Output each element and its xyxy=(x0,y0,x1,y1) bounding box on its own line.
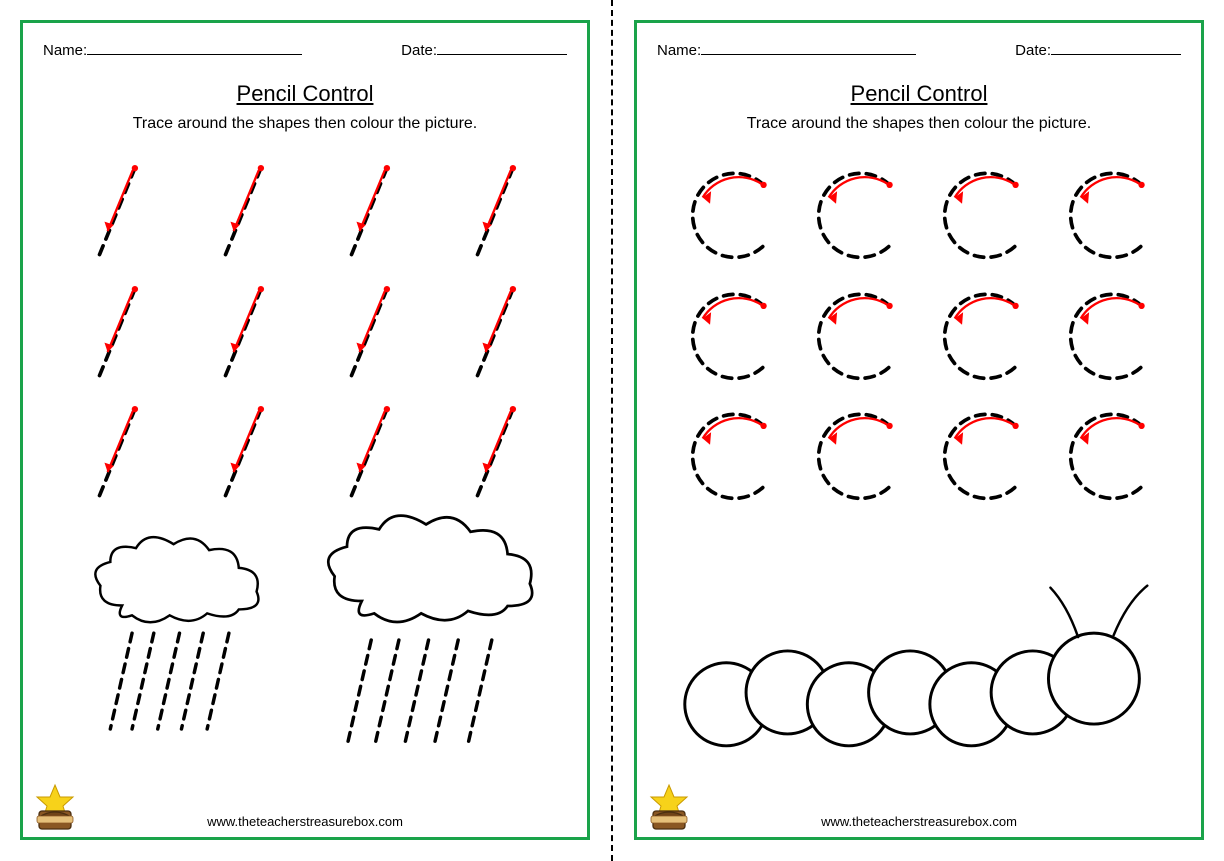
trace-shape-diagonal xyxy=(179,394,305,515)
date-blank xyxy=(1051,41,1181,55)
name-field: Name: xyxy=(43,41,302,59)
header-row: Name: Date: xyxy=(43,41,567,59)
trace-shape-diagonal xyxy=(431,153,557,274)
name-blank xyxy=(87,41,302,55)
date-field: Date: xyxy=(401,41,567,59)
footer-url: www.theteacherstreasurebox.com xyxy=(23,814,587,829)
footer-url: www.theteacherstreasurebox.com xyxy=(637,814,1201,829)
trace-shape-c-arc xyxy=(793,274,919,395)
page-title: Pencil Control xyxy=(23,81,587,107)
trace-grid-left xyxy=(53,153,557,493)
trace-shape-diagonal xyxy=(305,394,431,515)
trace-shape-c-arc xyxy=(793,394,919,515)
date-label: Date: xyxy=(1015,42,1051,59)
trace-shape-diagonal xyxy=(53,394,179,515)
name-label: Name: xyxy=(43,42,87,59)
trace-shape-diagonal xyxy=(179,274,305,395)
trace-shape-c-arc xyxy=(793,153,919,274)
worksheet-page-right: Name: Date: Pencil Control Trace around … xyxy=(634,20,1204,840)
trace-shape-diagonal xyxy=(53,274,179,395)
trace-shape-c-arc xyxy=(667,394,793,515)
picture-rain-clouds xyxy=(53,503,557,787)
trace-shape-diagonal xyxy=(431,394,557,515)
date-field: Date: xyxy=(1015,41,1181,59)
name-field: Name: xyxy=(657,41,916,59)
trace-shape-diagonal xyxy=(431,274,557,395)
trace-grid-right xyxy=(667,153,1171,493)
trace-shape-c-arc xyxy=(1045,274,1171,395)
trace-shape-c-arc xyxy=(1045,394,1171,515)
header-row: Name: Date: xyxy=(657,41,1181,59)
trace-shape-c-arc xyxy=(667,274,793,395)
name-blank xyxy=(701,41,916,55)
trace-shape-c-arc xyxy=(919,394,1045,515)
instructions-text: Trace around the shapes then colour the … xyxy=(637,115,1201,133)
trace-shape-diagonal xyxy=(305,274,431,395)
date-blank xyxy=(437,41,567,55)
picture-caterpillar xyxy=(667,503,1171,787)
trace-shape-c-arc xyxy=(919,274,1045,395)
trace-shape-diagonal xyxy=(305,153,431,274)
date-label: Date: xyxy=(401,42,437,59)
trace-shape-c-arc xyxy=(919,153,1045,274)
trace-shape-diagonal xyxy=(53,153,179,274)
trace-shape-c-arc xyxy=(1045,153,1171,274)
page-divider xyxy=(611,0,613,861)
trace-shape-c-arc xyxy=(667,153,793,274)
name-label: Name: xyxy=(657,42,701,59)
instructions-text: Trace around the shapes then colour the … xyxy=(23,115,587,133)
page-title: Pencil Control xyxy=(637,81,1201,107)
worksheet-page-left: Name: Date: Pencil Control Trace around … xyxy=(20,20,590,840)
trace-shape-diagonal xyxy=(179,153,305,274)
